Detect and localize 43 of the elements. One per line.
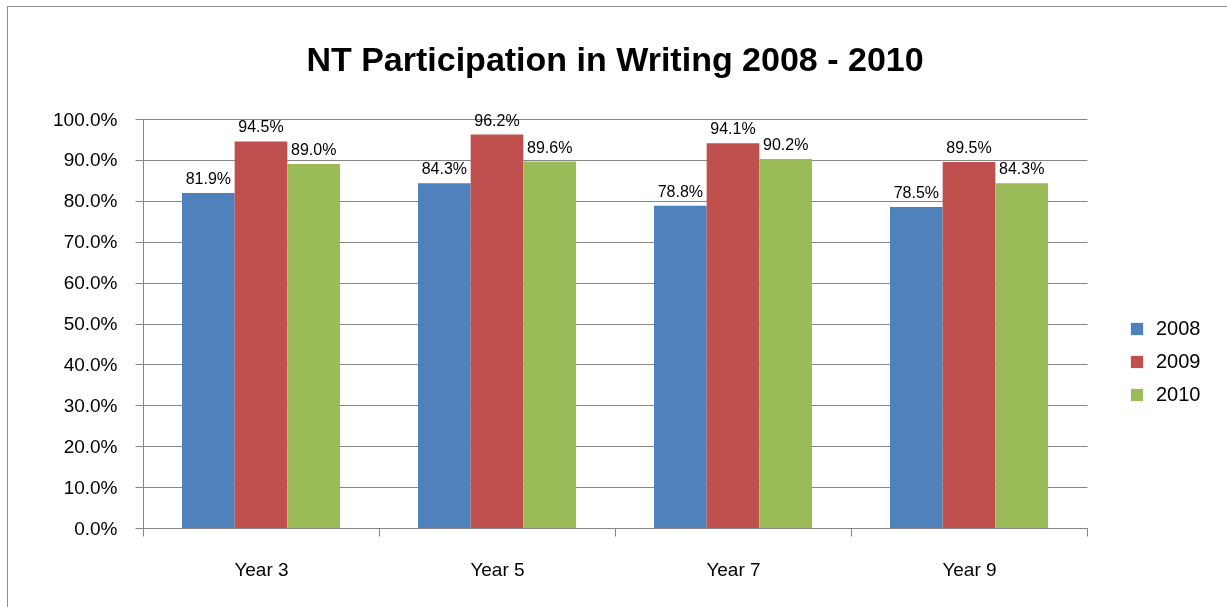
y-tick-label: 30.0% bbox=[63, 394, 118, 416]
y-tick-label: 50.0% bbox=[63, 313, 118, 334]
y-tick-label: 10.0% bbox=[63, 476, 118, 498]
data-label: 94.1% bbox=[710, 120, 756, 138]
y-tick-label: 60.0% bbox=[63, 272, 118, 294]
x-tick-label: Year 3 bbox=[234, 558, 289, 580]
bar bbox=[523, 161, 577, 528]
data-label: 84.3% bbox=[421, 160, 468, 178]
bar bbox=[181, 193, 235, 528]
data-label: 90.2% bbox=[762, 136, 809, 154]
bar bbox=[942, 161, 996, 528]
y-tick-label: 80.0% bbox=[63, 190, 118, 212]
data-label: 89.6% bbox=[526, 138, 573, 156]
bar bbox=[759, 159, 813, 528]
x-tick-label: Year 5 bbox=[470, 558, 525, 580]
data-label: 89.0% bbox=[290, 140, 337, 158]
y-tick-label: 100.0% bbox=[53, 108, 118, 130]
data-label: 94.5% bbox=[238, 118, 284, 136]
bar bbox=[995, 183, 1049, 528]
y-tick-label: 0.0% bbox=[74, 517, 118, 539]
bar bbox=[234, 141, 288, 528]
data-label: 78.5% bbox=[893, 183, 940, 201]
y-tick-label: 20.0% bbox=[63, 435, 118, 457]
legend-label: 2008 bbox=[1156, 317, 1201, 339]
bar bbox=[889, 206, 943, 528]
y-tick-label: 70.0% bbox=[63, 231, 118, 253]
bar bbox=[417, 183, 471, 528]
legend-label: 2010 bbox=[1156, 383, 1201, 405]
y-tick-label: 90.0% bbox=[63, 149, 118, 171]
data-label: 96.2% bbox=[474, 111, 520, 129]
data-label: 81.9% bbox=[185, 170, 232, 188]
data-label: 84.3% bbox=[998, 160, 1045, 178]
legend-label: 2009 bbox=[1156, 350, 1201, 372]
data-label: 89.5% bbox=[946, 138, 992, 156]
bar bbox=[653, 205, 707, 528]
y-tick-label: 40.0% bbox=[63, 353, 118, 375]
bar bbox=[287, 163, 341, 528]
chart-title: NT Participation in Writing 2008 - 2010 bbox=[306, 40, 924, 78]
bar bbox=[470, 134, 524, 528]
x-tick-label: Year 9 bbox=[942, 558, 997, 580]
x-tick-label: Year 7 bbox=[706, 558, 761, 580]
data-label: 78.8% bbox=[657, 182, 704, 200]
bar bbox=[706, 143, 760, 528]
